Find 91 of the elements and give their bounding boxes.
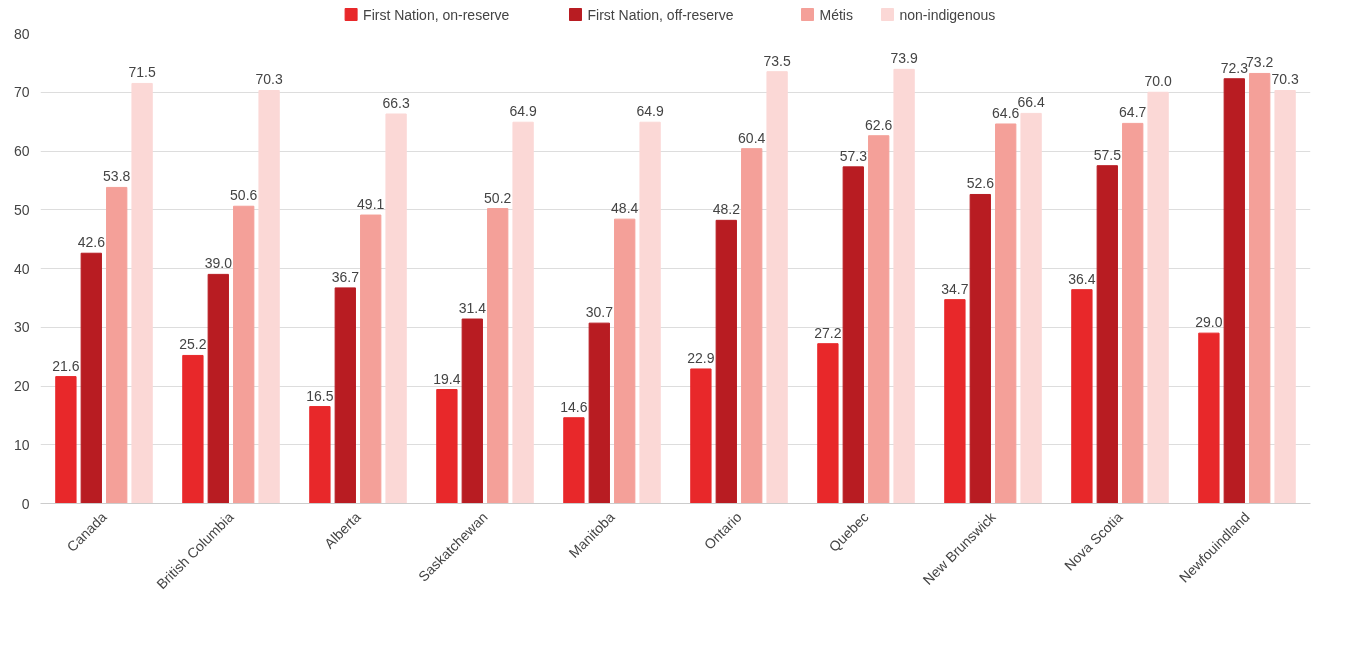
bar bbox=[563, 417, 585, 504]
legend-label: First Nation, on-reserve bbox=[363, 6, 510, 23]
data-label: 64.7 bbox=[1119, 104, 1147, 121]
bar bbox=[715, 219, 737, 504]
bar bbox=[817, 343, 839, 504]
data-label: 36.7 bbox=[331, 268, 360, 285]
y-tick-label: 80 bbox=[13, 25, 30, 42]
data-label: 48.2 bbox=[712, 201, 741, 218]
y-tick-label: 10 bbox=[13, 436, 30, 453]
bar bbox=[1020, 112, 1042, 504]
legend-label: First Nation, off-reserve bbox=[587, 6, 734, 23]
data-label: 70.0 bbox=[1144, 73, 1172, 90]
data-label: 52.6 bbox=[966, 175, 995, 192]
bar bbox=[1274, 89, 1296, 504]
bar bbox=[1249, 72, 1271, 504]
data-label: 16.5 bbox=[306, 387, 334, 404]
data-label: 42.6 bbox=[77, 234, 106, 251]
bar bbox=[309, 406, 331, 504]
data-label: 53.8 bbox=[103, 168, 131, 185]
bar bbox=[1071, 289, 1093, 504]
data-label: 22.9 bbox=[687, 349, 715, 366]
data-label: 34.7 bbox=[941, 280, 969, 297]
bar bbox=[106, 186, 128, 504]
bar bbox=[436, 389, 458, 504]
data-label: 48.4 bbox=[611, 200, 639, 217]
bar bbox=[80, 252, 102, 504]
data-label: 29.0 bbox=[1195, 314, 1223, 331]
data-label: 50.6 bbox=[230, 187, 258, 204]
bar bbox=[182, 354, 204, 504]
data-label: 62.6 bbox=[865, 116, 893, 133]
bar bbox=[1122, 122, 1144, 504]
bar bbox=[334, 287, 356, 504]
data-label: 49.1 bbox=[357, 196, 385, 213]
legend-label: Métis bbox=[819, 6, 853, 23]
data-label: 66.4 bbox=[1017, 94, 1045, 111]
data-label: 39.0 bbox=[204, 255, 233, 272]
data-label: 57.3 bbox=[839, 147, 868, 164]
data-label: 70.3 bbox=[255, 71, 283, 88]
bar bbox=[55, 376, 77, 504]
bar bbox=[995, 123, 1017, 504]
bar bbox=[588, 322, 610, 504]
bar bbox=[131, 82, 153, 504]
bar bbox=[1223, 78, 1245, 504]
bar bbox=[233, 205, 255, 504]
data-label: 60.4 bbox=[738, 129, 766, 146]
data-label: 27.2 bbox=[814, 324, 842, 341]
y-tick-label: 40 bbox=[13, 260, 30, 277]
data-label: 31.4 bbox=[458, 300, 487, 317]
bar bbox=[614, 218, 636, 504]
data-label: 64.9 bbox=[636, 103, 664, 120]
legend-label: non-indigenous bbox=[899, 6, 996, 23]
y-tick-label: 0 bbox=[21, 495, 30, 512]
bar bbox=[741, 148, 763, 504]
bar bbox=[1147, 91, 1169, 504]
bar bbox=[766, 71, 788, 504]
bar bbox=[639, 121, 661, 504]
bar bbox=[461, 318, 483, 504]
bar bbox=[868, 135, 890, 504]
data-label: 73.5 bbox=[763, 52, 791, 69]
bar bbox=[207, 273, 229, 504]
data-label: 21.6 bbox=[52, 357, 80, 374]
bar bbox=[690, 368, 712, 504]
data-label: 14.6 bbox=[560, 398, 588, 415]
y-tick-label: 60 bbox=[13, 143, 30, 159]
data-label: 36.4 bbox=[1068, 270, 1096, 287]
bar bbox=[893, 68, 915, 504]
bar bbox=[842, 166, 864, 504]
bar bbox=[385, 113, 407, 504]
data-label: 71.5 bbox=[128, 64, 156, 81]
bar bbox=[969, 193, 991, 504]
data-label: 72.3 bbox=[1220, 59, 1249, 76]
data-label: 19.4 bbox=[433, 370, 461, 387]
data-label: 66.3 bbox=[382, 94, 410, 111]
data-label: 73.9 bbox=[890, 50, 918, 67]
bar bbox=[1096, 165, 1118, 504]
data-label: 30.7 bbox=[585, 304, 614, 321]
bar bbox=[512, 121, 534, 504]
y-tick-label: 50 bbox=[13, 201, 30, 218]
bar bbox=[1198, 332, 1220, 504]
data-label: 57.5 bbox=[1093, 146, 1122, 163]
bar bbox=[258, 89, 280, 504]
data-label: 64.9 bbox=[509, 103, 537, 120]
data-label: 25.2 bbox=[179, 336, 207, 353]
data-label: 50.2 bbox=[484, 189, 512, 206]
y-tick-label: 30 bbox=[13, 319, 30, 336]
data-label: 70.3 bbox=[1271, 71, 1299, 88]
bar bbox=[487, 208, 509, 504]
y-tick-label: 20 bbox=[13, 378, 30, 394]
y-tick-label: 70 bbox=[13, 84, 30, 101]
bar bbox=[944, 299, 966, 504]
bar bbox=[360, 214, 382, 504]
